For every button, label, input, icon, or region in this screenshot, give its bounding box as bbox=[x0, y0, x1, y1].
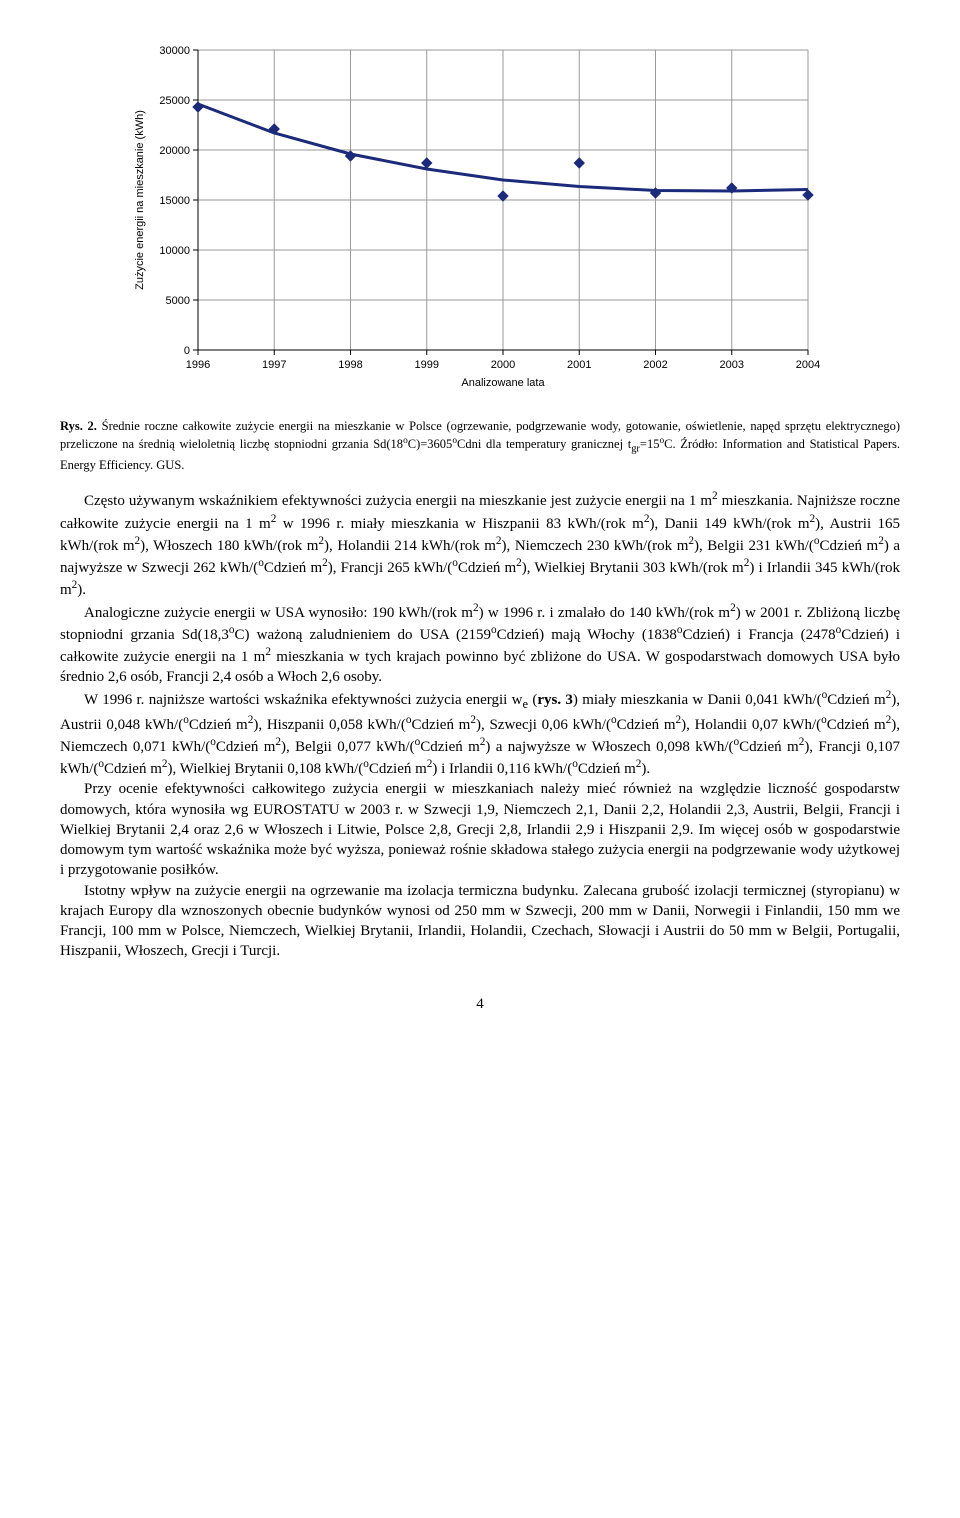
svg-text:15000: 15000 bbox=[159, 195, 190, 207]
svg-text:2001: 2001 bbox=[567, 359, 591, 371]
svg-text:Analizowane lata: Analizowane lata bbox=[461, 377, 545, 389]
paragraph: Często używanym wskaźnikiem efektywności… bbox=[60, 489, 900, 600]
caption-prefix: Rys. 2. bbox=[60, 419, 97, 433]
svg-text:2002: 2002 bbox=[643, 359, 667, 371]
svg-text:0: 0 bbox=[184, 345, 190, 357]
svg-text:1996: 1996 bbox=[186, 359, 210, 371]
paragraph: Analogiczne zużycie energii w USA wynosi… bbox=[60, 601, 900, 688]
page-number: 4 bbox=[60, 994, 900, 1014]
paragraph: Istotny wpływ na zużycie energii na ogrz… bbox=[60, 881, 900, 962]
paragraph: Przy ocenie efektywności całkowitego zuż… bbox=[60, 779, 900, 880]
energy-chart: 0 5000 10000 15000 20000 25000 30000 1996 1997 19… bbox=[120, 40, 840, 400]
svg-text:30000: 30000 bbox=[159, 45, 190, 57]
paragraph: W 1996 r. najniższe wartości wskaźnika e… bbox=[60, 688, 900, 780]
svg-text:25000: 25000 bbox=[159, 95, 190, 107]
svg-text:10000: 10000 bbox=[159, 245, 190, 257]
svg-text:2003: 2003 bbox=[720, 359, 744, 371]
svg-text:1999: 1999 bbox=[415, 359, 439, 371]
caption-text: Średnie roczne całkowite zużycie energii… bbox=[60, 419, 900, 472]
figure-caption: Rys. 2. Średnie roczne całkowite zużycie… bbox=[60, 418, 900, 473]
svg-text:20000: 20000 bbox=[159, 145, 190, 157]
svg-text:2000: 2000 bbox=[491, 359, 515, 371]
body-text: Często używanym wskaźnikiem efektywności… bbox=[60, 489, 900, 961]
svg-text:1997: 1997 bbox=[262, 359, 286, 371]
svg-text:2004: 2004 bbox=[796, 359, 820, 371]
svg-text:1998: 1998 bbox=[338, 359, 362, 371]
svg-text:Zużycie energii na mieszkanie: Zużycie energii na mieszkanie (kWh) bbox=[134, 110, 146, 290]
chart-svg: 0 5000 10000 15000 20000 25000 30000 1996 1997 19… bbox=[120, 40, 840, 400]
svg-text:5000: 5000 bbox=[166, 295, 190, 307]
